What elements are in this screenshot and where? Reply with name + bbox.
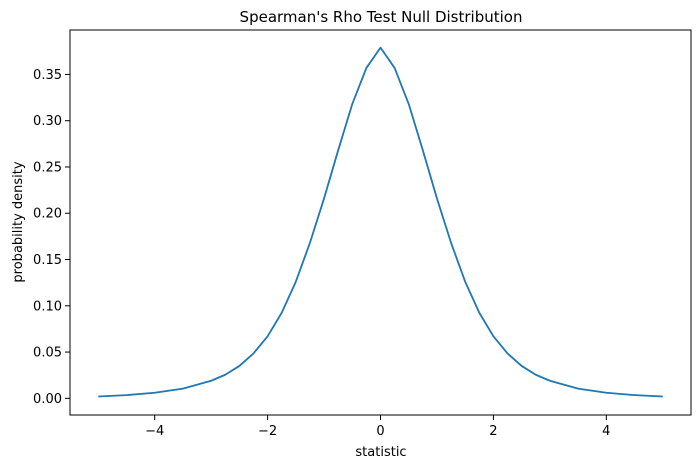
chart-title: Spearman's Rho Test Null Distribution (240, 8, 523, 26)
series-line-0 (98, 46, 663, 398)
x-tick-label: 2 (489, 424, 497, 439)
y-axis-label: probability density (11, 161, 26, 282)
y-tick-label: 0.10 (33, 299, 62, 314)
x-tick-label: −4 (145, 424, 164, 439)
y-tick-label: 0.35 (33, 68, 62, 83)
y-tick-label: 0.30 (33, 114, 62, 129)
y-tick-label: 0.25 (33, 160, 62, 175)
x-tick-label: 0 (376, 424, 384, 439)
x-tick-label: 4 (602, 424, 610, 439)
x-axis-label: statistic (355, 445, 406, 460)
y-tick-label: 0.15 (33, 253, 62, 268)
y-tick-label: 0.20 (33, 207, 62, 222)
x-tick-label: −2 (258, 424, 277, 439)
y-tick-label: 0.00 (33, 392, 62, 407)
y-tick-label: 0.05 (33, 346, 62, 361)
plot-area (98, 46, 663, 398)
